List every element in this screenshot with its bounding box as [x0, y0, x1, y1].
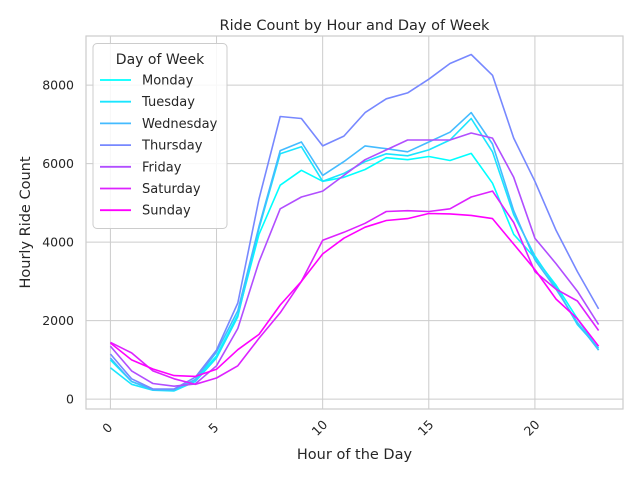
x-tick-label: 5 — [205, 420, 221, 436]
series-line-sunday — [109, 212, 600, 378]
legend-title: Day of Week — [116, 52, 205, 68]
plot-border — [85, 35, 624, 410]
y-tick-label: 8000 — [42, 78, 74, 93]
legend-label: Tuesday — [141, 95, 195, 110]
legend-label: Monday — [142, 74, 194, 89]
series-line-thursday — [109, 53, 600, 390]
legend-label: Sunday — [142, 204, 191, 219]
y-tick-label: 2000 — [42, 313, 74, 328]
x-tick-label: 15 — [415, 417, 437, 439]
legend-label: Thursday — [141, 139, 203, 154]
y-tick-label: 6000 — [42, 156, 74, 171]
x-tick-label: 0 — [99, 420, 115, 436]
x-tick-label: 10 — [309, 417, 331, 439]
legend-label: Wednesday — [142, 117, 218, 132]
y-axis-label: Hourly Ride Count — [18, 156, 34, 288]
legend-label: Friday — [142, 160, 182, 175]
y-tick-labels: 0 2000 4000 6000 8000 — [42, 78, 74, 407]
series-line-wednesday — [109, 111, 600, 391]
chart-title: Ride Count by Hour and Day of Week — [220, 18, 490, 34]
series-line-friday — [109, 132, 600, 388]
y-tick-label: 0 — [66, 392, 74, 407]
legend-label: Saturday — [142, 182, 201, 197]
y-tick-label: 4000 — [42, 235, 74, 250]
x-tick-label: 20 — [521, 417, 543, 439]
series-line-saturday — [110, 190, 600, 386]
x-tick-labels: 0 5 10 15 20 — [99, 417, 543, 439]
plot-frame — [85, 35, 624, 410]
legend: Day of Week Monday Tuesday Wednesday Thursda… — [92, 43, 228, 229]
x-axis-label: Hour of the Day — [297, 447, 413, 463]
legend-box — [92, 43, 228, 229]
series-lines — [109, 53, 600, 392]
